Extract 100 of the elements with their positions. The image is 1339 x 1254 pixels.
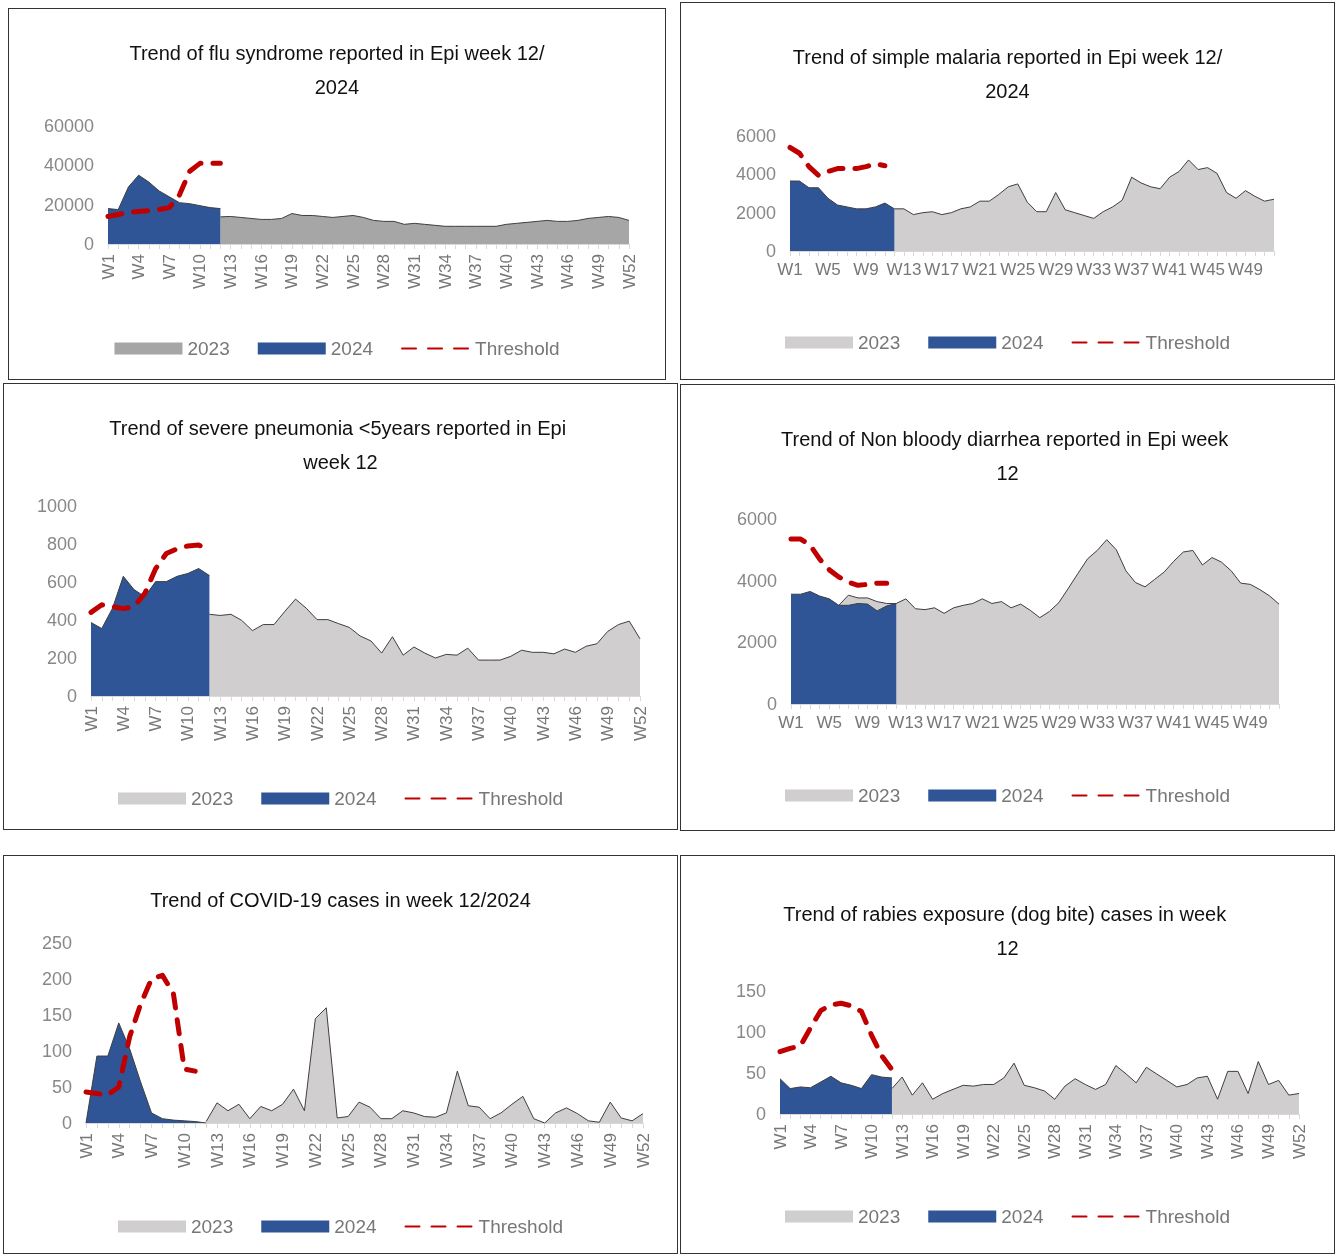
- x-tick-label: W16: [242, 706, 262, 741]
- y-tick-label: 6000: [736, 509, 777, 529]
- chart-title: Trend of flu syndrome reported in Epi week 12/2024: [129, 42, 545, 98]
- x-tick-label: W1: [76, 1133, 96, 1159]
- x-tick-label: W43: [533, 706, 553, 741]
- y-tick-label: 6000: [735, 126, 776, 146]
- x-tick-label: W45: [1194, 713, 1230, 732]
- x-tick-label: W7: [159, 254, 179, 280]
- x-tick-label: W5: [816, 713, 843, 732]
- x-tick-label: W33: [1079, 713, 1115, 732]
- legend-label: 2023: [190, 788, 234, 809]
- x-tick-label: W28: [371, 1133, 391, 1168]
- y-tick-label: 200: [46, 648, 77, 668]
- legend-label: 2023: [187, 338, 230, 359]
- legend-label: 2023: [857, 1206, 901, 1227]
- x-tick-label: W1: [778, 713, 804, 732]
- y-tick-label: 0: [755, 1104, 766, 1124]
- x-tick-label: W4: [109, 1133, 129, 1159]
- y-tick-label: 0: [765, 241, 776, 261]
- x-tick-label: W22: [307, 706, 327, 741]
- x-tick-label: W25: [338, 1133, 358, 1168]
- x-tick-label: W22: [305, 1133, 325, 1168]
- chart-title: Trend of Non bloody diarrhea reported in Epi week 12: [781, 428, 1234, 484]
- x-tick-label: W19: [273, 1133, 293, 1168]
- x-tick-label: W22: [313, 254, 333, 289]
- y-tick-label: 0: [766, 694, 777, 714]
- x-tick-label: W49: [598, 706, 618, 741]
- legend-label: Threshold: [1145, 1206, 1231, 1227]
- x-tick-label: W31: [1075, 1124, 1095, 1159]
- x-tick-label: W28: [374, 254, 394, 289]
- x-tick-label: W19: [953, 1124, 973, 1159]
- x-tick-label: W13: [210, 706, 230, 741]
- y-tick-label: 0: [83, 234, 94, 254]
- x-tick-label: W49: [600, 1133, 620, 1168]
- x-tick-label: W37: [469, 1133, 489, 1168]
- y-tick-label: 100: [735, 1022, 766, 1042]
- x-tick-label: W10: [862, 1124, 882, 1159]
- x-tick-label: W37: [1114, 260, 1150, 279]
- legend-label: 2023: [857, 332, 901, 353]
- x-tick-label: W45: [1190, 260, 1226, 279]
- y-tick-label: 4000: [735, 164, 776, 185]
- legend-label: 2023: [190, 1216, 234, 1237]
- y-tick-label: 150: [41, 1005, 72, 1025]
- x-tick-label: W31: [404, 1133, 424, 1168]
- x-tick-label: W16: [251, 254, 271, 289]
- x-tick-label: W40: [501, 706, 521, 741]
- y-tick-label: 40000: [43, 155, 94, 176]
- x-tick-label: W37: [1136, 1124, 1156, 1159]
- x-tick-label: W13: [221, 254, 241, 289]
- legend-label: Threshold: [1145, 785, 1231, 806]
- x-tick-label: W4: [801, 1124, 821, 1150]
- x-tick-label: W34: [1106, 1124, 1126, 1159]
- y-tick-label: 600: [46, 572, 77, 592]
- y-tick-label: 50: [51, 1077, 72, 1097]
- legend-label: Threshold: [478, 1216, 564, 1237]
- x-tick-label: W21: [962, 260, 998, 279]
- x-tick-label: W7: [146, 706, 166, 732]
- x-tick-label: W16: [240, 1133, 260, 1168]
- x-tick-label: W49: [1228, 260, 1264, 279]
- x-tick-label: W41: [1152, 260, 1188, 279]
- x-tick-label: W4: [113, 706, 133, 732]
- x-tick-label: W25: [1000, 260, 1036, 279]
- x-tick-label: W16: [923, 1124, 943, 1159]
- x-tick-label: W29: [1041, 713, 1077, 732]
- y-tick-label: 20000: [43, 194, 94, 215]
- x-tick-label: W52: [633, 1133, 653, 1168]
- y-tick-label: 50: [745, 1063, 766, 1083]
- x-tick-label: W52: [630, 706, 650, 741]
- x-tick-label: W37: [1117, 713, 1153, 732]
- x-tick-label: W19: [275, 706, 295, 741]
- legend-label: 2024: [334, 788, 377, 809]
- x-tick-label: W33: [1076, 260, 1112, 279]
- x-tick-label: W7: [831, 1124, 851, 1150]
- legend-label: 2023: [857, 785, 901, 806]
- x-tick-label: W21: [964, 713, 1000, 732]
- x-tick-label: W1: [770, 1124, 790, 1150]
- x-tick-label: W46: [558, 254, 578, 289]
- y-tick-label: 100: [41, 1041, 72, 1061]
- x-tick-label: W40: [502, 1133, 522, 1168]
- x-tick-label: W28: [372, 706, 392, 741]
- x-tick-label: W46: [565, 706, 585, 741]
- x-tick-label: W43: [527, 254, 547, 289]
- x-tick-label: W1: [81, 706, 101, 732]
- chart-title: Trend of severe pneumonia <5years reported in Epi week 12: [109, 417, 572, 473]
- legend-label: Threshold: [478, 788, 564, 809]
- chart-title: Trend of COVID-19 cases in week 12/2024: [150, 889, 531, 911]
- x-tick-label: W31: [404, 706, 424, 741]
- y-tick-label: 0: [61, 1113, 72, 1133]
- x-tick-label: W25: [343, 254, 363, 289]
- x-tick-label: W29: [1038, 260, 1074, 279]
- x-tick-label: W13: [886, 260, 922, 279]
- x-tick-label: W52: [1289, 1124, 1309, 1159]
- x-tick-label: W17: [924, 260, 960, 279]
- y-tick-label: 800: [46, 534, 77, 554]
- chart-title: Trend of simple malaria reported in Epi week 12/2024: [792, 46, 1223, 102]
- legend-label: Threshold: [475, 338, 560, 359]
- legend-label: 2024: [1001, 1206, 1044, 1227]
- chart-title: Trend of rabies exposure (dog bite) cases in week 12: [783, 903, 1232, 959]
- legend-label: 2024: [330, 338, 374, 359]
- x-tick-label: W34: [436, 706, 456, 741]
